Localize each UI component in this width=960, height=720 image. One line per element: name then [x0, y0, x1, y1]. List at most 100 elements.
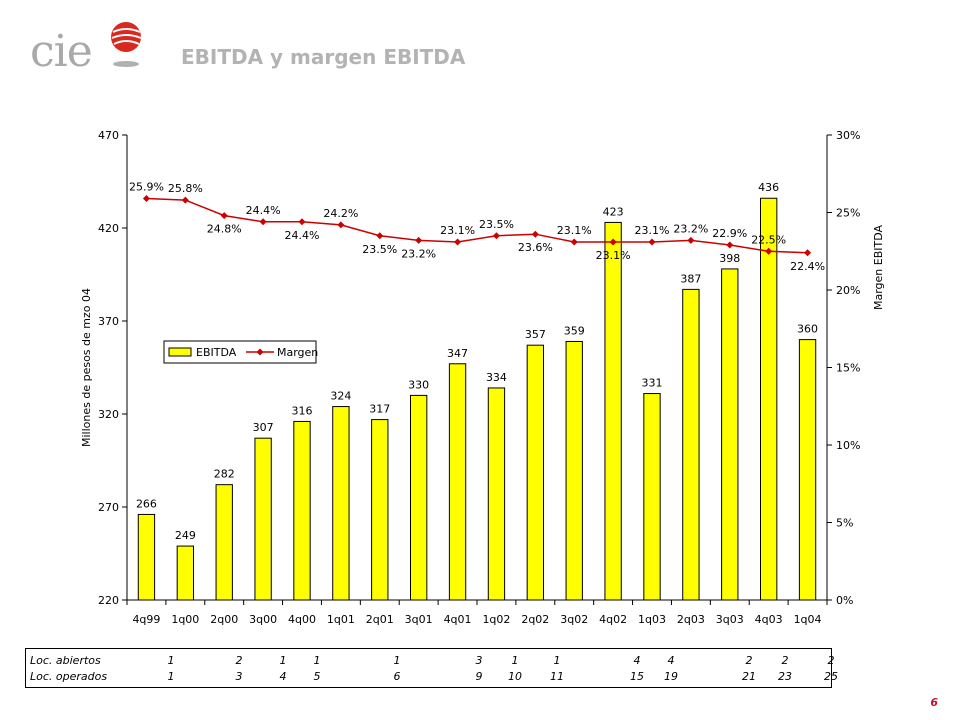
- line-data-label: 22.9%: [712, 227, 747, 240]
- bar-data-label: 282: [214, 468, 235, 481]
- table-row-abiertos: Loc. abiertos 1 2 1 1 1 3 1 1 4 4 2 2 2: [26, 652, 835, 668]
- bar-data-label: 360: [797, 323, 818, 336]
- ebitda-bar: [526, 344, 545, 601]
- line-data-label: 24.2%: [323, 207, 358, 220]
- x-tick-label: 1q03: [638, 613, 666, 626]
- table-cell: 1: [313, 654, 321, 667]
- y2-tick-label: 20%: [836, 284, 860, 297]
- table-cell: 15: [630, 670, 644, 683]
- line-data-label: 25.8%: [168, 182, 203, 195]
- table-cell: 10: [508, 670, 522, 683]
- y2-tick-label: 10%: [836, 439, 860, 452]
- bar-data-label: 423: [603, 205, 624, 218]
- margen-point: [765, 247, 773, 255]
- table-cell: 2: [781, 654, 789, 667]
- table-cell: 3: [475, 654, 483, 667]
- page-number: 6: [930, 696, 938, 709]
- table-cell: 5: [313, 670, 321, 683]
- margen-point: [220, 212, 228, 220]
- margen-point: [570, 238, 578, 246]
- y2-tick-label: 5%: [836, 517, 853, 530]
- ebitda-bar: [798, 339, 817, 601]
- bar-data-label: 317: [369, 403, 390, 416]
- ebitda-bar: [448, 363, 467, 601]
- x-tick-label: 2q00: [210, 613, 238, 626]
- x-tick-label: 1q00: [171, 613, 199, 626]
- y2-axis-title: Margen EBITDA: [872, 225, 885, 311]
- y-tick-label: 320: [98, 408, 119, 421]
- legend-swatch-margen-marker: [256, 348, 264, 356]
- x-tick-label: 3q03: [716, 613, 744, 626]
- line-data-label: 24.4%: [246, 204, 281, 217]
- logo-wordmark: cie: [30, 26, 93, 77]
- margen-point: [337, 221, 345, 229]
- ebitda-bar: [137, 513, 156, 601]
- line-data-label: 23.1%: [440, 224, 475, 237]
- bar-data-label: 334: [486, 371, 507, 384]
- margen-point: [376, 232, 384, 240]
- y2-tick-label: 25%: [836, 207, 860, 220]
- table-cell: 4: [633, 654, 641, 667]
- line-data-label: 23.1%: [557, 224, 592, 237]
- margen-point: [298, 218, 306, 226]
- margen-point: [648, 238, 656, 246]
- ebitda-bar: [293, 420, 311, 601]
- y2-tick-label: 15%: [836, 362, 860, 375]
- margen-point: [181, 196, 189, 204]
- bar-data-label: 398: [719, 252, 740, 265]
- y-axis-title: Millones de pesos de mzo 04: [80, 288, 93, 447]
- bar-data-label: 249: [175, 529, 196, 542]
- row-label: Loc. abiertos: [30, 654, 101, 667]
- margen-point: [415, 236, 423, 244]
- margen-point: [804, 249, 812, 257]
- ebitda-bar: [760, 197, 778, 601]
- x-tick-label: 3q02: [560, 613, 588, 626]
- x-tick-label: 2q03: [677, 613, 705, 626]
- table-cell: 1: [167, 654, 175, 667]
- table-cell: 11: [550, 670, 564, 683]
- ebitda-bar: [682, 288, 700, 601]
- page-title: EBITDA y margen EBITDA: [181, 45, 466, 69]
- line-data-label: 23.6%: [518, 241, 553, 254]
- x-tick-label: 4q03: [755, 613, 783, 626]
- x-tick-label: 2q01: [366, 613, 394, 626]
- table-cell: 2: [827, 654, 835, 667]
- ebitda-bar: [643, 393, 661, 601]
- x-tick-label: 4q01: [444, 613, 472, 626]
- table-cell: 1: [279, 654, 287, 667]
- legend-swatch-ebitda: [168, 347, 192, 357]
- legend-box: [163, 340, 317, 364]
- bar-data-label: 436: [758, 181, 779, 194]
- y-tick-label: 270: [98, 501, 119, 514]
- table-cell: 9: [475, 670, 483, 683]
- table-cell: 1: [393, 654, 401, 667]
- y2-tick-label: 0%: [836, 594, 853, 607]
- line-data-label: 23.5%: [479, 218, 514, 231]
- x-tick-label: 4q02: [599, 613, 627, 626]
- ebitda-bar: [254, 437, 272, 601]
- line-data-label: 23.5%: [362, 243, 397, 256]
- line-data-label: 23.2%: [401, 247, 436, 260]
- line-data-label: 24.8%: [207, 223, 242, 236]
- ebitda-bar: [176, 545, 195, 601]
- margen-line: [146, 197, 808, 254]
- line-data-label: 22.5%: [751, 233, 786, 246]
- bar-data-label: 330: [408, 378, 429, 391]
- table-cell: 25: [824, 670, 838, 683]
- line-data-label: 24.4%: [285, 229, 320, 242]
- table-cell: 6: [393, 670, 401, 683]
- table-cell: 4: [279, 670, 287, 683]
- table-cell: 3: [235, 670, 243, 683]
- x-tick-label: 4q00: [288, 613, 316, 626]
- y-tick-label: 420: [98, 222, 119, 235]
- ebitda-bar: [487, 387, 506, 601]
- y-tick-label: 220: [98, 594, 119, 607]
- y-tick-label: 370: [98, 315, 119, 328]
- x-tick-label: 4q99: [132, 613, 160, 626]
- x-tick-label: 1q02: [482, 613, 510, 626]
- bar-data-label: 324: [330, 390, 351, 403]
- margen-point: [609, 238, 617, 246]
- y-tick-label: 470: [98, 129, 119, 142]
